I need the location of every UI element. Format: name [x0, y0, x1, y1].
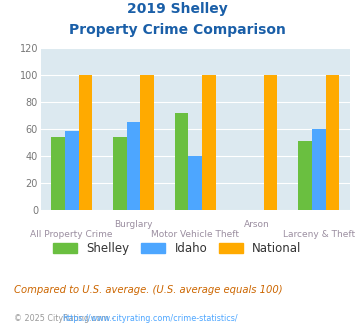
Legend: Shelley, Idaho, National: Shelley, Idaho, National [49, 237, 306, 260]
Bar [140, 75, 154, 210]
Text: Arson: Arson [244, 220, 270, 229]
Bar [299, 141, 312, 210]
Bar [65, 131, 78, 210]
Text: 2019 Shelley: 2019 Shelley [127, 2, 228, 16]
Bar [189, 156, 202, 210]
Bar [51, 137, 65, 210]
Bar [202, 75, 215, 210]
Bar [78, 75, 92, 210]
Bar [113, 137, 127, 210]
Text: © 2025 CityRating.com -: © 2025 CityRating.com - [14, 314, 117, 323]
Text: Motor Vehicle Theft: Motor Vehicle Theft [151, 230, 239, 239]
Bar [326, 75, 339, 210]
Bar [175, 113, 189, 210]
Text: Larceny & Theft: Larceny & Theft [283, 230, 355, 239]
Text: https://www.cityrating.com/crime-statistics/: https://www.cityrating.com/crime-statist… [62, 314, 238, 323]
Text: Burglary: Burglary [114, 220, 153, 229]
Bar [264, 75, 277, 210]
Text: All Property Crime: All Property Crime [31, 230, 113, 239]
Bar [127, 122, 140, 210]
Bar [312, 129, 326, 210]
Text: Property Crime Comparison: Property Crime Comparison [69, 23, 286, 37]
Text: Compared to U.S. average. (U.S. average equals 100): Compared to U.S. average. (U.S. average … [14, 285, 283, 295]
